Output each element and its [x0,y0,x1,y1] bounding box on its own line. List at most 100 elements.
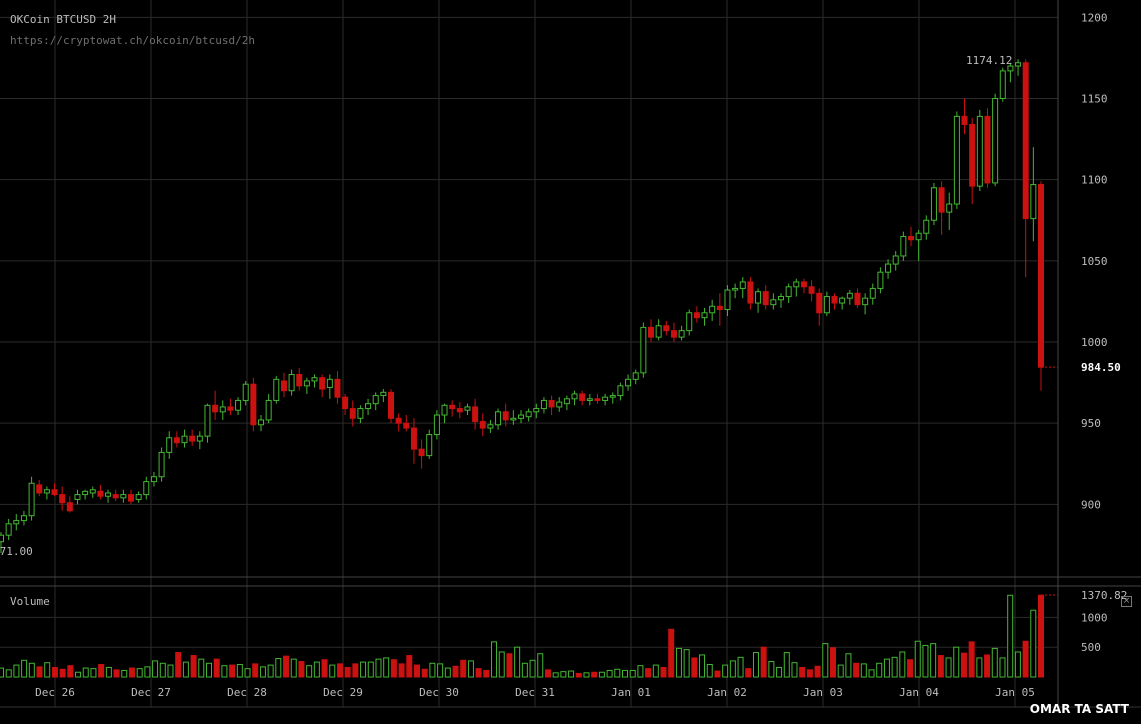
candle-body [854,292,861,306]
candle-body [128,494,134,502]
volume-bar [853,662,860,678]
candle-body [357,408,364,419]
volume-bar [252,663,259,678]
volume-bar [460,659,467,678]
candle-body [1022,62,1029,220]
volume-bar [891,656,898,678]
price-tick-label: 1150 [1081,92,1108,105]
volume-bar [968,641,975,678]
source-url[interactable]: https://cryptowat.ch/okcoin/btcusd/2h [10,34,256,47]
volume-bar [59,668,66,678]
volume-bar [752,652,759,678]
candle-body [877,271,884,289]
candle-body [984,115,991,184]
candle-body [724,289,731,311]
candle-body [311,377,318,382]
volume-bar [467,660,474,678]
candle-body [166,437,173,453]
candle-body [212,404,219,413]
volume-bar [306,665,313,678]
candle-body [0,534,4,543]
candle-body [97,490,104,497]
candle-body [59,494,66,504]
volume-bar [136,668,143,678]
volume-bar [283,655,290,678]
volume-bar [21,659,28,678]
candle-body [655,325,662,338]
candle-body [579,393,586,401]
volume-bar [1030,609,1037,678]
candle-body [632,372,639,380]
volume-bar [329,664,336,678]
candle-body [999,70,1006,99]
candle-body [273,378,280,401]
volume-bar [768,661,775,678]
volume-bar [375,658,382,678]
candle-body [219,406,226,413]
candle-body [74,494,81,500]
close-icon[interactable]: × [1121,596,1132,607]
volume-bar [213,658,220,678]
volume-bar [36,666,43,678]
candle-body [518,414,524,419]
volume-bar [660,666,667,678]
candle-body [571,393,578,400]
candle-body [892,255,899,265]
candle-body [1030,184,1037,220]
candle-body [594,398,601,401]
volume-bar [637,665,644,678]
volume-bar [544,669,551,678]
volume-bar [583,672,590,678]
candle-body [456,408,463,413]
volume-bar [229,664,236,678]
volume-bar [398,663,405,678]
candle-body [173,437,180,444]
volume-bar [652,664,659,678]
volume-tick-label: 1000 [1081,611,1108,624]
volume-bar [0,667,4,678]
volume-bar [953,646,960,678]
volume-bar [830,647,836,678]
candle-body [793,281,800,288]
candle-body [648,326,654,338]
candle-body [319,377,326,390]
volume-bar [113,669,120,678]
volume-bar [444,667,451,678]
candle-body [923,219,930,234]
volume-bar [360,661,367,678]
candle-body [969,123,976,187]
candle-body [472,406,479,423]
candle-body [143,481,150,496]
candle-body [464,406,471,411]
candle-body [20,515,27,522]
volume-bar [930,643,937,678]
volume-bar [452,665,459,678]
candle-body [732,287,739,291]
volume-bar [737,656,744,678]
candle-body [693,312,700,319]
candle-body [1038,184,1044,368]
candle-body [701,312,708,319]
candle-body [946,203,953,213]
candle-body [66,502,73,512]
candle-body [388,391,394,419]
volume-bar [190,655,197,678]
volume-bar [883,658,890,678]
volume-bar [760,646,767,678]
volume-bar [75,671,82,678]
candle-body [800,281,807,288]
time-tick-label: Dec 28 [227,686,267,699]
candle-body [525,411,532,418]
candle-body [823,296,830,314]
volume-bar [560,671,567,678]
volume-bar [429,662,436,678]
candle-body [663,325,670,332]
volume-bar [28,662,35,678]
candle-body [258,419,264,426]
volume-bar [629,669,636,678]
candle-body [563,398,570,405]
volume-bar [776,666,783,678]
candle-body [112,494,119,499]
candle-body [403,422,410,429]
